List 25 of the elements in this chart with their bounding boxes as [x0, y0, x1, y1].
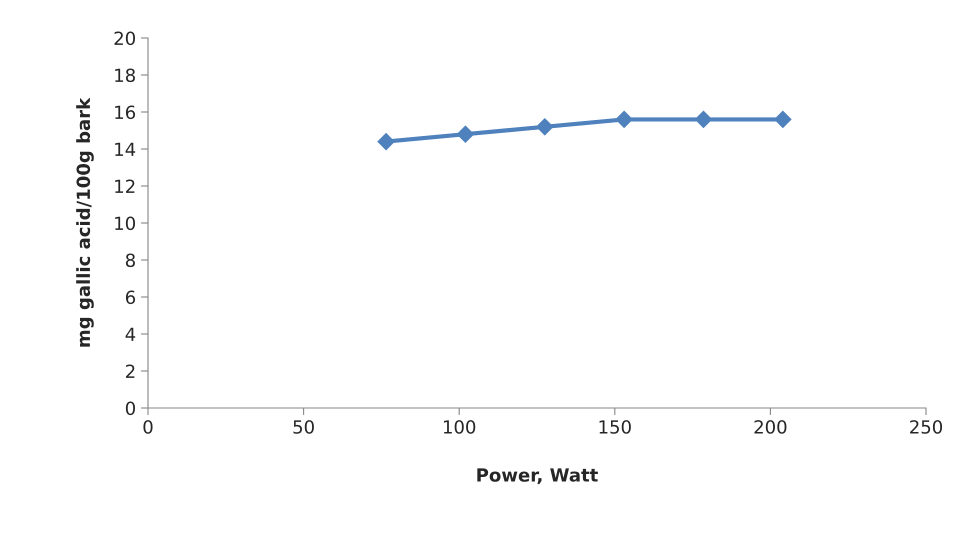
- x-tick-label: 50: [294, 420, 314, 434]
- x-tick-label: 250: [910, 420, 942, 434]
- y-tick-label: 2: [126, 364, 134, 378]
- point: [694, 110, 712, 128]
- y-tick-label: 18: [115, 68, 135, 82]
- y-tick-label: 6: [126, 290, 136, 304]
- y-tick-label: 16: [115, 105, 136, 120]
- y-axis-title: mg gallic acid/100g bark: [76, 98, 94, 347]
- y-tick-label: 4: [126, 328, 136, 341]
- x-tick-label: 150: [600, 420, 631, 434]
- x-axis-title: Power, Watt: [477, 468, 598, 484]
- x-tick-label: 100: [444, 420, 476, 434]
- point: [774, 110, 792, 128]
- y-tick-label: 0: [126, 401, 135, 416]
- x-tick-label: 200: [754, 420, 786, 434]
- y-tick-label: 14: [115, 142, 136, 156]
- y-tick-label: 8: [126, 253, 135, 268]
- point: [615, 110, 633, 128]
- y-tick-label: 20: [114, 31, 135, 46]
- point: [456, 125, 474, 144]
- y-tick-label: 12: [115, 179, 134, 193]
- point: [536, 118, 554, 136]
- y-tick-label: 10: [115, 216, 135, 230]
- point: [377, 132, 395, 150]
- x-tick-label: 0: [143, 420, 153, 434]
